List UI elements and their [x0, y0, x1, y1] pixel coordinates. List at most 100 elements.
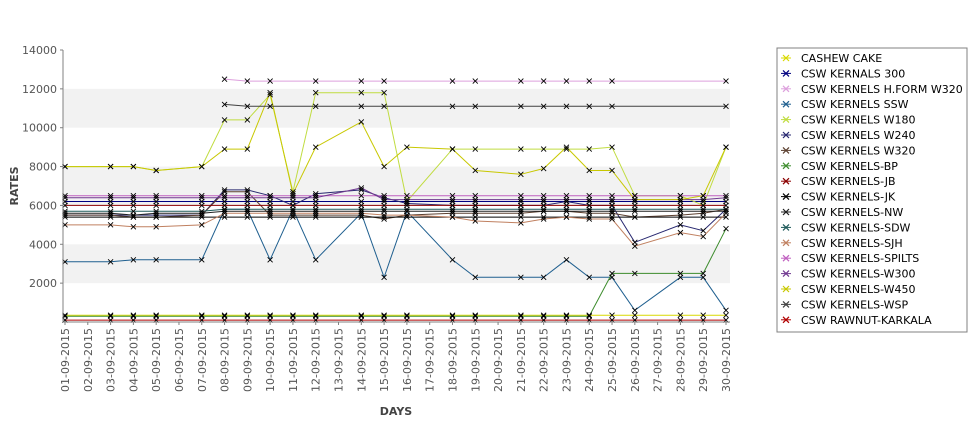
data-point-marker: [609, 208, 615, 215]
data-point-marker: [130, 163, 137, 170]
data-point-marker: [198, 163, 205, 170]
data-point-marker: [700, 227, 707, 234]
data-point-marker: [312, 194, 319, 201]
data-point-marker: [563, 103, 570, 110]
x-tick-label: 15-09-2015: [378, 328, 391, 392]
data-point-marker: [586, 103, 593, 110]
x-tick-label: 12-09-2015: [310, 328, 323, 392]
data-point-marker: [586, 208, 593, 215]
x-tick-label: 01-09-2015: [59, 328, 72, 392]
data-point-marker: [267, 192, 273, 199]
data-point-marker: [267, 208, 273, 215]
x-tick-label: 26-09-2015: [629, 328, 642, 392]
x-tick-label: 24-09-2015: [583, 328, 596, 392]
legend-marker: [782, 54, 790, 62]
data-point-marker: [290, 210, 296, 217]
data-point-marker: [221, 208, 228, 215]
data-point-marker: [381, 274, 387, 281]
legend-box: [776, 47, 968, 333]
data-point-marker: [677, 270, 684, 277]
legend-label: CSW KERNELS-JB: [801, 175, 896, 188]
data-point-marker: [518, 78, 524, 84]
data-point-marker: [518, 206, 524, 213]
data-point-marker: [198, 208, 205, 215]
legend-label: CSW KERNELS-W300: [801, 268, 916, 281]
data-point-marker: [586, 196, 593, 203]
data-point-marker: [563, 144, 570, 150]
data-point-marker: [267, 257, 273, 263]
series-line: [224, 78, 726, 82]
data-point-marker: [563, 312, 570, 319]
data-point-marker: [107, 222, 114, 228]
x-tick-label: 27-09-2015: [652, 328, 665, 392]
data-point-marker: [632, 270, 638, 277]
data-point-marker: [107, 163, 114, 170]
grid-band: [63, 244, 730, 284]
data-point-marker: [381, 206, 387, 213]
data-point-marker: [404, 214, 410, 220]
data-point-marker: [381, 312, 387, 319]
data-point-marker: [677, 208, 684, 215]
data-point-marker: [404, 312, 410, 319]
data-point-marker: [267, 103, 273, 110]
data-point-marker: [563, 196, 570, 203]
legend-label: CSW KERNELS-SDW: [801, 221, 911, 234]
data-point-marker: [312, 78, 319, 84]
data-point-marker: [244, 210, 251, 217]
data-point-marker: [312, 208, 319, 215]
legend-marker: [782, 223, 790, 231]
data-point-marker: [518, 312, 524, 319]
data-point-marker: [540, 274, 547, 281]
data-point-marker: [700, 206, 707, 213]
data-point-marker: [153, 208, 159, 215]
data-point-marker: [153, 210, 159, 217]
data-point-marker: [540, 214, 547, 220]
data-point-marker: [290, 208, 296, 215]
data-point-marker: [472, 167, 479, 174]
data-point-marker: [404, 206, 410, 213]
data-point-marker: [381, 163, 387, 170]
data-point-marker: [609, 270, 615, 277]
data-point-marker: [358, 208, 365, 215]
data-point-marker: [586, 274, 593, 281]
axes: [62, 50, 730, 323]
data-point-marker: [632, 208, 638, 215]
legend-label: CSW KERNELS-BP: [801, 160, 898, 173]
legend-marker: [782, 85, 790, 93]
legend-marker: [782, 162, 790, 170]
series-line: [65, 187, 727, 201]
data-point-marker: [723, 194, 729, 201]
data-point-marker: [518, 146, 524, 152]
data-point-marker: [153, 194, 159, 201]
series-markers: [62, 76, 729, 323]
x-tick-label: 02-09-2015: [82, 328, 95, 392]
data-point-marker: [518, 103, 524, 110]
data-point-marker: [267, 194, 273, 201]
x-tick-label: 25-09-2015: [606, 328, 619, 392]
data-point-marker: [153, 167, 159, 174]
data-point-marker: [586, 312, 593, 319]
x-tick-label: 07-09-2015: [196, 328, 209, 392]
data-point-marker: [700, 233, 707, 240]
data-point-marker: [221, 192, 228, 199]
data-point-marker: [563, 78, 570, 84]
x-tick-label: 09-09-2015: [241, 328, 254, 392]
data-point-marker: [244, 146, 251, 152]
data-point-marker: [449, 206, 456, 213]
series-line: [65, 228, 727, 317]
data-point-marker: [244, 192, 251, 199]
legend: CASHEW CAKE CSW KERNALS 300 CSW KERNELS H.…: [776, 47, 968, 333]
data-point-marker: [586, 206, 593, 213]
data-point-marker: [586, 214, 593, 220]
data-point-marker: [632, 243, 638, 250]
legend-label: CSW KERNELS-JK: [801, 191, 896, 204]
data-point-marker: [723, 78, 729, 84]
data-point-marker: [677, 222, 684, 228]
legend-marker: [782, 193, 790, 201]
legend-marker: [782, 177, 790, 185]
data-point-marker: [700, 312, 707, 319]
data-point-marker: [312, 89, 319, 96]
data-point-marker: [540, 312, 547, 319]
data-point-marker: [609, 196, 615, 203]
data-point-marker: [723, 144, 729, 150]
